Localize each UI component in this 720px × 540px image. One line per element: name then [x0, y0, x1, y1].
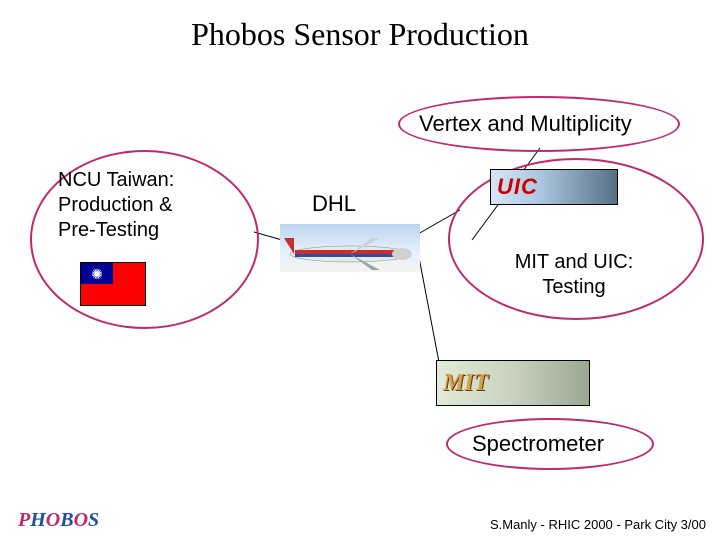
phobos-logo-icon: PHOBOS: [18, 509, 99, 532]
airplane-icon: [280, 224, 420, 272]
uic-logo-icon: UIC: [490, 169, 618, 205]
page-title: Phobos Sensor Production: [0, 16, 720, 53]
mit-logo-text: MIT: [443, 370, 488, 397]
uic-logo-text: UIC: [497, 174, 538, 200]
label-vertex: Vertex and Multiplicity: [419, 110, 632, 138]
footer-credit: S.Manly - RHIC 2000 - Park City 3/00: [490, 517, 706, 532]
taiwan-flag-icon: ✺: [80, 262, 146, 306]
label-spectrometer: Spectrometer: [472, 430, 604, 458]
slide: Phobos Sensor Production Vertex and Mult…: [0, 0, 720, 540]
label-dhl: DHL: [312, 190, 356, 218]
mit-logo-icon: MIT: [436, 360, 590, 406]
label-ncu: NCU Taiwan:Production &Pre-Testing: [58, 168, 174, 243]
label-mit-uic: MIT and UIC:Testing: [494, 250, 654, 300]
